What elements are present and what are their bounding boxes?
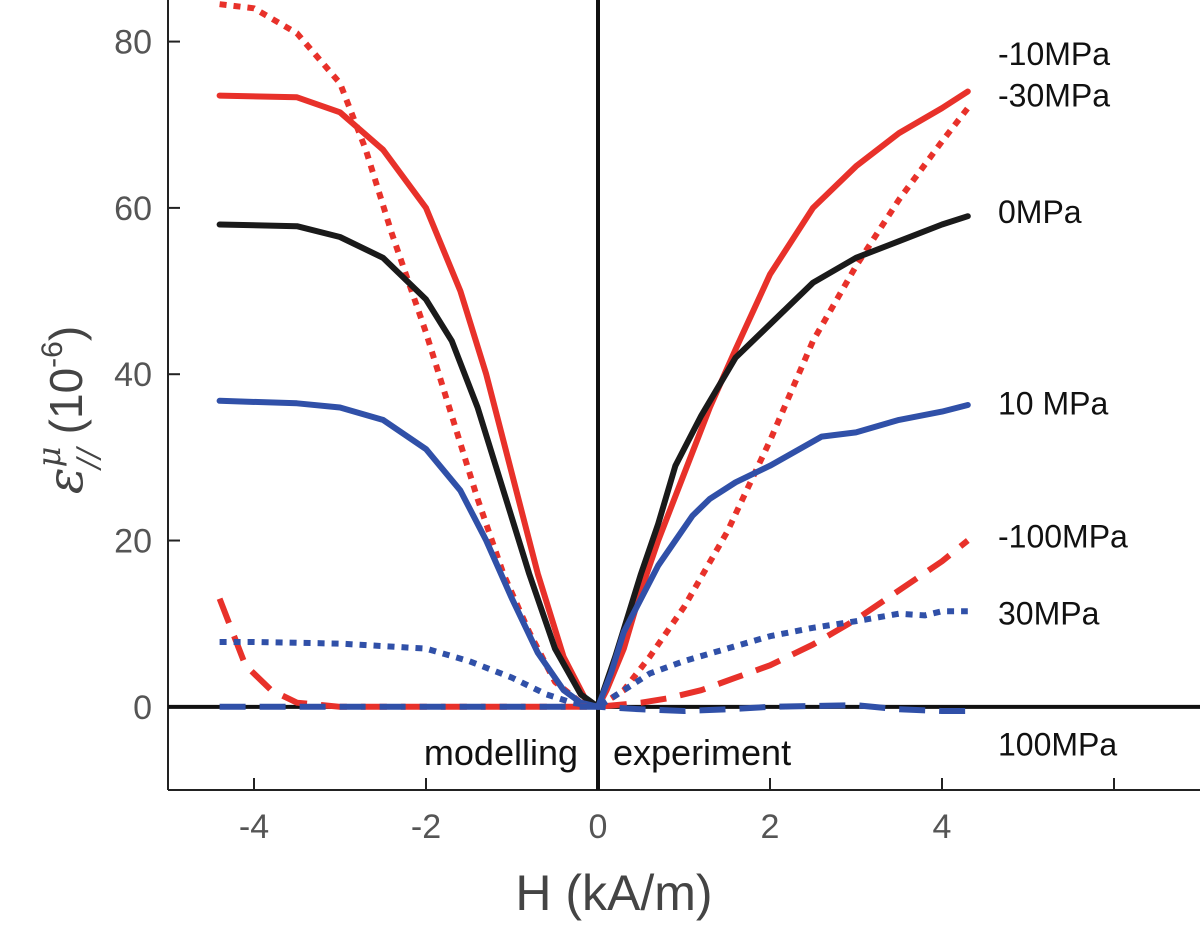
y-tick-label: 0 xyxy=(133,689,152,727)
series-line-30mpa xyxy=(219,608,968,710)
series-line-0mpa xyxy=(216,213,971,710)
y-axis-subscript: // xyxy=(71,445,106,471)
y-tick-label: 80 xyxy=(114,24,152,62)
series-label: 30MPa xyxy=(998,596,1100,632)
y-axis-label: εμ// (10-6) xyxy=(30,326,106,494)
x-ticks: -4 -2 0 2 4 xyxy=(239,778,1115,846)
series-line-100mpa xyxy=(216,538,970,710)
series-label: 0MPa xyxy=(998,194,1082,230)
x-tick-label: 2 xyxy=(761,808,780,846)
region-label-modelling: modelling xyxy=(424,732,578,773)
y-axis-unit-exponent: -6 xyxy=(36,341,69,368)
series-labels: -10MPa -30MPa 0MPa 10 MPa -100MPa 30MPa 100MPa xyxy=(998,36,1128,762)
series-label: 100MPa xyxy=(998,726,1117,762)
y-tick-label: 60 xyxy=(114,190,152,228)
series-label: 10 MPa xyxy=(998,385,1108,421)
series-label: -10MPa xyxy=(998,36,1110,72)
series-line-10mpa xyxy=(216,88,971,710)
x-axis-label: H (kA/m) xyxy=(515,865,712,921)
series-line-10mpa xyxy=(216,397,971,710)
x-tick-label: 4 xyxy=(933,808,952,846)
x-tick-label: -2 xyxy=(411,808,441,846)
series-line-100mpa xyxy=(219,702,968,714)
y-axis-symbol: ε xyxy=(36,467,94,494)
series-group xyxy=(216,1,971,714)
x-tick-label: -4 xyxy=(239,808,269,846)
y-axis-unit-close: ) xyxy=(40,326,92,341)
y-ticks: 0 20 40 60 80 xyxy=(114,24,180,727)
series-label: -100MPa xyxy=(998,518,1128,554)
x-tick-label: 0 xyxy=(589,808,608,846)
y-axis-unit-open: (10 xyxy=(40,368,92,434)
region-label-experiment: experiment xyxy=(613,732,791,773)
series-label: -30MPa xyxy=(998,78,1110,114)
y-tick-label: 20 xyxy=(114,523,152,561)
y-axis-superscript: μ xyxy=(30,447,68,468)
y-tick-label: 40 xyxy=(114,356,152,394)
